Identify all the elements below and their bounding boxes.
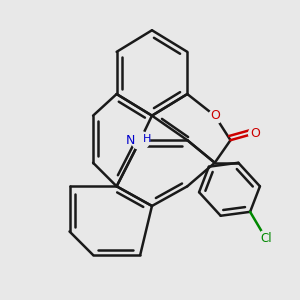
Text: O: O [250,127,260,140]
Text: O: O [210,109,220,122]
Text: Cl: Cl [260,232,272,245]
Text: H: H [143,134,152,144]
Text: N: N [126,134,135,147]
